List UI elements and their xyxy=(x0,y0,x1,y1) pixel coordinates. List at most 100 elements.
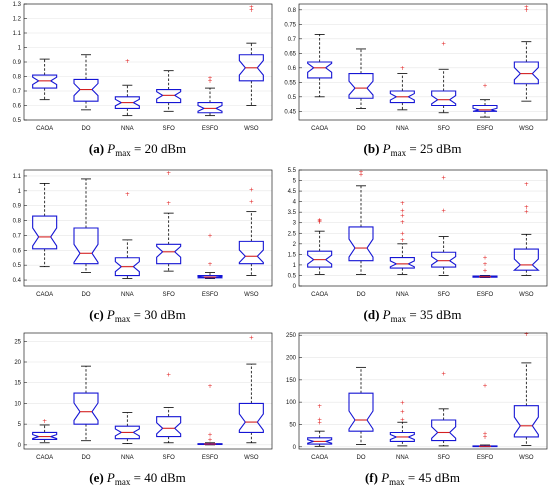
box-esfo: +++ xyxy=(472,255,498,278)
y-tick-label: 0.4 xyxy=(13,278,22,284)
y-tick-label: 50 xyxy=(289,422,296,428)
x-tick-label: NNA xyxy=(396,455,409,461)
x-tick-label: DO xyxy=(82,292,91,298)
box-body xyxy=(348,226,374,262)
x-tick-label: ESFO xyxy=(477,126,494,132)
x-tick-label: DO xyxy=(357,292,366,298)
caption-c-var: P xyxy=(106,307,115,322)
plot-frame xyxy=(23,3,273,121)
x-tick-label: DO xyxy=(357,455,366,461)
outlier-point: + xyxy=(207,233,212,240)
y-tick-label: 0 xyxy=(18,443,22,449)
y-tick-label: 0.5 xyxy=(13,118,22,124)
box-body xyxy=(73,78,99,102)
box-body xyxy=(32,431,58,441)
outlier-point: + xyxy=(358,171,363,178)
panel-f: 0 50 100 150 200 250 + + + CAOA DO + + + NNA + SFO + + + ESF… xyxy=(275,329,550,493)
y-tick-label: 1.1 xyxy=(13,174,22,180)
outlier-point: + xyxy=(207,261,212,268)
box-body xyxy=(307,437,333,445)
caption-d: (d) Pmax = 35 dBm xyxy=(275,307,550,324)
y-tick-label: 150 xyxy=(286,378,297,384)
y-tick-label: 1 xyxy=(18,46,22,52)
y-tick-label: 0.6 xyxy=(13,104,22,110)
outlier-point: + xyxy=(317,218,322,225)
x-tick-label: CAOA xyxy=(311,292,328,298)
x-tick-label: SFO xyxy=(437,126,450,132)
y-tick-label: 0.7 xyxy=(13,233,22,239)
outlier-point: + xyxy=(207,431,212,438)
boxplot-b: 0.45 0.5 0.55 0.6 0.65 0.7 0.75 0.8 CAOA DO + NNA + S… xyxy=(284,3,548,132)
caption-a: (a) Pmax = 20 dBm xyxy=(0,141,275,158)
caption-c-sub: max xyxy=(114,314,131,324)
box-body xyxy=(472,275,498,278)
box-do xyxy=(348,366,374,445)
box-body xyxy=(472,445,498,448)
box-nna: + xyxy=(114,58,140,117)
y-tick-label: 0.5 xyxy=(288,273,297,279)
x-tick-label: WSO xyxy=(244,455,259,461)
plot-frame xyxy=(298,3,548,121)
outlier-point: + xyxy=(317,416,322,423)
box-body xyxy=(156,89,182,104)
box-sfo xyxy=(156,70,182,112)
caption-d-label: (d) xyxy=(363,307,380,322)
y-tick-label: 0.8 xyxy=(288,8,297,14)
box-do xyxy=(73,54,99,111)
box-esfo: ++ xyxy=(197,75,223,117)
y-tick-label: 1.1 xyxy=(13,31,22,37)
x-tick-label: ESFO xyxy=(477,455,494,461)
box-body xyxy=(73,392,99,425)
outlier-point: + xyxy=(166,200,171,207)
outlier-point: + xyxy=(482,82,487,89)
x-tick-label: CAOA xyxy=(36,126,53,132)
outlier-point: + xyxy=(400,408,405,415)
x-tick-label: WSO xyxy=(519,126,534,132)
x-tick-label: NNA xyxy=(396,126,409,132)
caption-a-sub: max xyxy=(115,148,131,158)
caption-a-value: = 20 dBm xyxy=(134,141,187,156)
x-tick-label: CAOA xyxy=(36,455,53,461)
caption-f: (f) Pmax = 45 dBm xyxy=(275,470,550,487)
x-tick-label: SFO xyxy=(162,292,175,298)
y-tick-label: 0 xyxy=(293,445,297,451)
caption-d-var: P xyxy=(382,307,391,322)
caption-f-label: (f) xyxy=(364,470,378,485)
caption-b-label: (b) xyxy=(363,141,380,156)
outlier-point: + xyxy=(524,181,529,188)
box-body xyxy=(32,215,58,250)
outlier-point: + xyxy=(400,237,405,244)
box-esfo: +++ xyxy=(197,383,223,446)
outlier-point: + xyxy=(249,4,254,11)
outlier-point: + xyxy=(42,418,47,425)
box-wso: + xyxy=(513,331,539,446)
x-tick-label: NNA xyxy=(121,292,134,298)
y-tick-label: 5.5 xyxy=(288,168,297,174)
x-tick-label: CAOA xyxy=(311,455,328,461)
outlier-point: + xyxy=(358,168,363,175)
box-nna xyxy=(114,412,140,445)
plot-frame xyxy=(298,169,548,287)
outlier-point: + xyxy=(249,198,254,205)
x-tick-label: NNA xyxy=(121,455,134,461)
box-sfo: ++ xyxy=(431,175,457,276)
x-tick-label: WSO xyxy=(519,292,534,298)
plot-frame xyxy=(23,332,273,450)
x-tick-label: SFO xyxy=(162,126,175,132)
plot-frame xyxy=(23,169,273,287)
caption-e-value: = 40 dBm xyxy=(133,470,186,485)
box-body xyxy=(472,104,498,112)
caption-c-value: = 30 dBm xyxy=(133,307,186,322)
panel-a: 0.5 0.6 0.7 0.8 0.9 1 1.1 1.2 1.3 CAOA DO + NNA SFO + +… xyxy=(0,0,275,164)
y-tick-label: 0.9 xyxy=(13,204,22,210)
x-tick-label: ESFO xyxy=(202,292,219,298)
caption-d-value: = 35 dBm xyxy=(409,307,462,322)
box-nna: ++++++ xyxy=(389,200,415,275)
outlier-point: + xyxy=(482,434,487,441)
x-tick-label: WSO xyxy=(244,126,259,132)
